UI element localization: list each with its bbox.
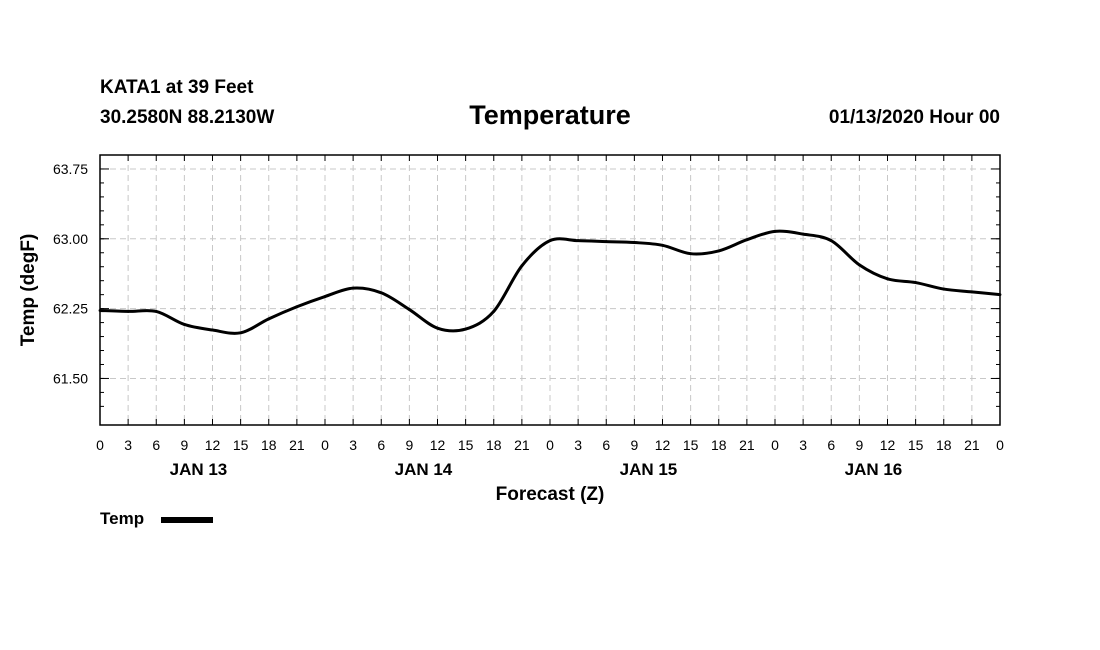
x-tick-label: 0: [321, 437, 329, 453]
data-point: [632, 241, 636, 244]
x-tick-label: 6: [602, 437, 610, 453]
x-tick-label: 15: [908, 437, 924, 453]
data-point: [492, 310, 496, 313]
x-tick-label: 12: [655, 437, 671, 453]
x-tick-label: 3: [124, 437, 132, 453]
data-point: [182, 323, 186, 326]
data-point: [520, 264, 524, 268]
data-point: [239, 331, 243, 335]
day-label: JAN 14: [395, 460, 453, 479]
x-tick-label: 15: [458, 437, 474, 453]
chart-title: Temperature: [469, 100, 631, 130]
x-tick-label: 18: [261, 437, 277, 453]
data-point: [829, 239, 833, 243]
x-tick-label: 21: [514, 437, 530, 453]
x-tick-label: 9: [180, 437, 188, 453]
data-point: [295, 305, 299, 309]
legend-label: Temp: [100, 509, 145, 528]
x-tick-label: 9: [405, 437, 413, 453]
x-tick-label: 18: [486, 437, 502, 453]
x-tick-label: 3: [574, 437, 582, 453]
x-tick-label: 9: [630, 437, 638, 453]
data-point: [717, 249, 721, 253]
run-datetime: 01/13/2020 Hour 00: [828, 107, 1000, 128]
data-point: [745, 238, 749, 242]
data-point: [801, 232, 805, 236]
day-label: JAN 13: [170, 460, 228, 479]
data-point: [942, 287, 946, 291]
y-tick-label: 62.25: [53, 301, 88, 317]
x-tick-label: 12: [880, 437, 896, 453]
data-point: [857, 263, 861, 267]
x-tick-label: 0: [996, 437, 1004, 453]
x-tick-label: 0: [771, 437, 779, 453]
x-tick-label: 6: [152, 437, 160, 453]
x-tick-label: 6: [377, 437, 385, 453]
data-point: [576, 239, 580, 243]
x-tick-label: 9: [855, 437, 863, 453]
data-point: [267, 317, 271, 321]
data-point: [773, 229, 777, 233]
x-tick-label: 18: [936, 437, 952, 453]
y-tick-label: 63.75: [53, 161, 88, 177]
day-label: JAN 15: [620, 460, 678, 479]
x-tick-label: 3: [349, 437, 357, 453]
x-tick-label: 3: [799, 437, 807, 453]
data-point: [436, 326, 439, 330]
x-tick-label: 21: [289, 437, 305, 453]
x-tick-label: 12: [430, 437, 446, 453]
data-point: [998, 293, 1002, 297]
x-tick-label: 12: [205, 437, 221, 453]
y-tick-label: 61.50: [53, 370, 88, 386]
x-tick-label: 0: [546, 437, 554, 453]
coordinates-label: 30.2580N 88.2130W: [100, 107, 275, 128]
x-tick-label: 6: [827, 437, 835, 453]
y-tick-label: 63.00: [53, 231, 88, 247]
data-point: [351, 286, 355, 290]
data-point: [689, 252, 693, 256]
x-axis-label: Forecast (Z): [496, 484, 605, 505]
data-point: [154, 310, 158, 313]
data-point: [323, 295, 327, 298]
day-label: JAN 16: [845, 460, 903, 479]
x-tick-label: 15: [233, 437, 249, 453]
legend-swatch: [161, 517, 213, 523]
data-point: [886, 277, 889, 281]
y-axis-label: Temp (degF): [18, 234, 39, 347]
x-tick-label: 21: [739, 437, 755, 453]
x-tick-label: 15: [683, 437, 699, 453]
station-label: KATA1 at 39 Feet: [100, 77, 254, 98]
data-point: [604, 240, 608, 243]
x-tick-label: 21: [964, 437, 980, 453]
data-point: [407, 308, 411, 311]
data-point: [379, 291, 383, 295]
data-point: [211, 328, 214, 332]
data-point: [661, 243, 664, 247]
x-tick-label: 18: [711, 437, 727, 453]
data-point: [914, 281, 918, 284]
data-point: [98, 309, 102, 312]
data-point: [126, 310, 130, 313]
data-point: [970, 290, 974, 294]
data-point: [464, 327, 468, 331]
data-point: [548, 239, 552, 243]
x-tick-label: 0: [96, 437, 104, 453]
